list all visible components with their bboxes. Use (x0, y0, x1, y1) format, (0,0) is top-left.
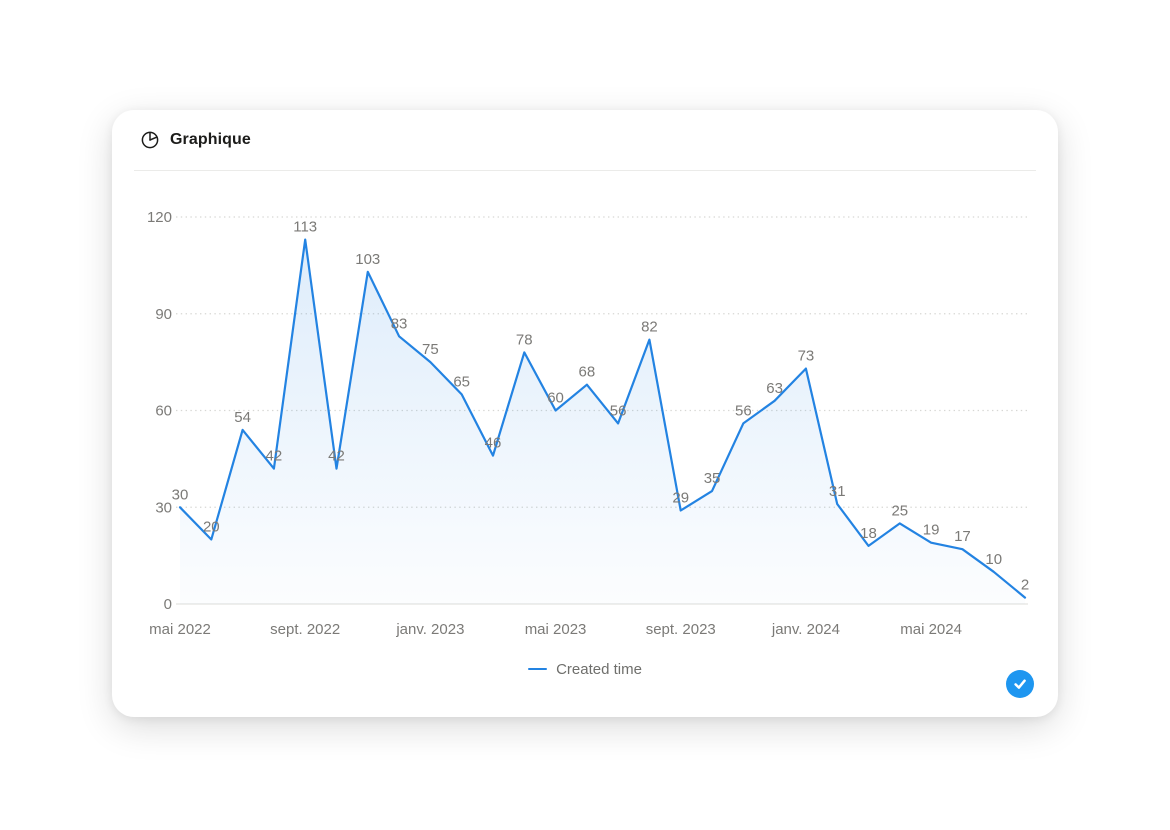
point-label: 25 (891, 502, 908, 519)
x-tick-label: sept. 2022 (270, 621, 340, 638)
point-label: 10 (985, 551, 1002, 568)
header-divider (134, 170, 1036, 171)
point-label: 78 (516, 331, 533, 348)
series-area (180, 239, 1025, 604)
point-label: 60 (547, 390, 564, 407)
y-tick-label: 90 (155, 306, 172, 323)
card-header: Graphique (112, 110, 1058, 170)
point-label: 29 (672, 489, 689, 506)
x-tick-label: mai 2022 (149, 621, 211, 638)
point-label: 56 (735, 402, 752, 419)
chart-card: Graphique 0 30 60 90 120 30 20 54 42 113 42 103 83 75… (112, 110, 1058, 717)
x-tick-label: mai 2023 (525, 621, 587, 638)
point-label: 31 (829, 483, 846, 500)
point-label: 75 (422, 341, 439, 358)
point-label: 35 (704, 470, 721, 487)
check-icon (1014, 679, 1026, 689)
x-tick-label: mai 2024 (900, 621, 962, 638)
y-tick-label: 60 (155, 403, 172, 420)
y-tick-label: 120 (147, 209, 172, 226)
point-label: 17 (954, 528, 971, 545)
point-label: 42 (328, 448, 345, 465)
series-line[interactable] (178, 238, 1027, 599)
point-label: 46 (485, 435, 502, 452)
point-label: 65 (453, 373, 470, 390)
point-label: 68 (579, 364, 596, 381)
point-label: 103 (355, 251, 380, 268)
point-label: 82 (641, 319, 658, 336)
x-tick-label: janv. 2024 (771, 621, 840, 638)
point-label: 30 (172, 486, 189, 503)
point-label: 19 (923, 522, 940, 539)
x-axis-labels: mai 2022 sept. 2022 janv. 2023 mai 2023 sept… (149, 621, 962, 638)
point-label: 20 (203, 519, 220, 536)
point-label: 63 (766, 380, 783, 397)
point-label: 54 (234, 409, 251, 426)
y-tick-label: 0 (164, 596, 172, 613)
point-labels: 30 20 54 42 113 42 103 83 75 65 46 78 60 68 56 82 29 35 56… (172, 219, 1030, 594)
y-axis-labels: 0 30 60 90 120 (147, 209, 172, 613)
confirm-button[interactable] (1006, 670, 1034, 698)
chart-title: Graphique (170, 131, 251, 148)
point-label: 18 (860, 525, 877, 542)
line-chart[interactable]: 0 30 60 90 120 30 20 54 42 113 42 103 83 75 65 46 78 60 68… (112, 110, 1058, 717)
pie-chart-icon (140, 130, 160, 150)
legend-line-swatch (528, 667, 548, 671)
x-tick-label: janv. 2023 (395, 621, 464, 638)
x-tick-label: sept. 2023 (646, 621, 716, 638)
chart-legend[interactable]: Created time (112, 659, 1058, 679)
point-label: 2 (1021, 577, 1029, 594)
y-tick-label: 30 (155, 499, 172, 516)
point-label: 56 (610, 402, 627, 419)
point-label: 73 (798, 348, 815, 365)
point-label: 113 (293, 219, 317, 236)
point-label: 83 (391, 315, 408, 332)
point-label: 42 (266, 448, 283, 465)
legend-label: Created time (556, 660, 642, 678)
